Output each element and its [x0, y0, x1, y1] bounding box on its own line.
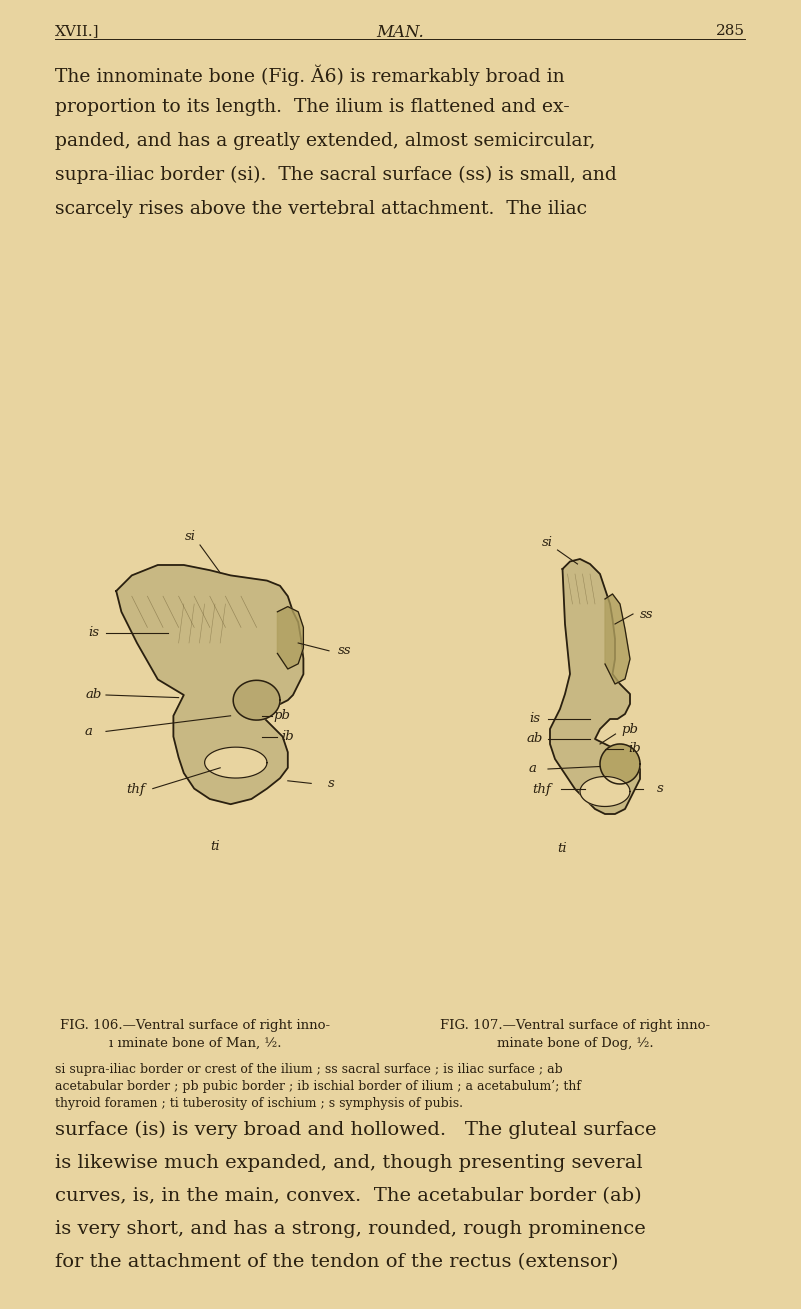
Text: ı ıminate bone of Man, ½.: ı ıminate bone of Man, ½. [109, 1037, 281, 1050]
Polygon shape [277, 606, 304, 669]
Text: acetabular border ; pb pubic border ; ib ischial border of ilium ; a acetabulum’: acetabular border ; pb pubic border ; ib… [55, 1080, 581, 1093]
Text: is likewise much expanded, and, though presenting several: is likewise much expanded, and, though p… [55, 1155, 642, 1172]
Text: ti: ti [557, 842, 567, 855]
Text: curves, is, in the main, convex.  The acetabular border (ab): curves, is, in the main, convex. The ace… [55, 1187, 642, 1206]
Text: a: a [528, 763, 536, 775]
Text: pb: pb [274, 709, 291, 723]
Text: scarcely rises above the vertebral attachment.  The iliac: scarcely rises above the vertebral attac… [55, 200, 587, 219]
Polygon shape [550, 559, 640, 814]
Text: ss: ss [640, 607, 654, 620]
Polygon shape [204, 747, 267, 778]
Text: for the attachment of the tendon of the rectus (extensor): for the attachment of the tendon of the … [55, 1253, 618, 1271]
Text: The innominate bone (Fig. Ă6) is remarkably broad in: The innominate bone (Fig. Ă6) is remarka… [55, 64, 565, 85]
Text: pb: pb [622, 723, 638, 736]
Text: ib: ib [629, 742, 642, 755]
Text: XVII.]: XVII.] [55, 24, 99, 38]
Polygon shape [600, 744, 640, 784]
Text: si: si [184, 530, 195, 543]
Text: s: s [328, 778, 334, 789]
Text: ss: ss [338, 644, 351, 657]
Text: thyroid foramen ; ti tuberosity of ischium ; s symphysis of pubis.: thyroid foramen ; ti tuberosity of ischi… [55, 1097, 463, 1110]
Text: MAN.: MAN. [376, 24, 424, 41]
Polygon shape [116, 565, 304, 804]
Text: thf: thf [126, 783, 145, 796]
Text: is very short, and has a strong, rounded, rough prominence: is very short, and has a strong, rounded… [55, 1220, 646, 1238]
Text: a: a [85, 725, 93, 738]
Text: si supra-iliac border or crest of the ilium ; ss sacral surface ; is iliac surfa: si supra-iliac border or crest of the il… [55, 1063, 563, 1076]
Text: thf: thf [533, 783, 551, 796]
Text: is: is [529, 712, 541, 725]
Text: panded, and has a greatly extended, almost semicircular,: panded, and has a greatly extended, almo… [55, 132, 595, 151]
Text: ti: ti [210, 839, 219, 852]
Text: s: s [657, 783, 663, 796]
Text: ab: ab [527, 733, 543, 746]
Text: si: si [542, 535, 553, 548]
Text: supra-iliac border (si).  The sacral surface (ss) is small, and: supra-iliac border (si). The sacral surf… [55, 166, 617, 185]
Text: surface (is) is very broad and hollowed.   The gluteal surface: surface (is) is very broad and hollowed.… [55, 1121, 657, 1139]
Text: is: is [88, 626, 99, 639]
Polygon shape [605, 594, 630, 685]
Text: proportion to its length.  The ilium is flattened and ex-: proportion to its length. The ilium is f… [55, 98, 570, 117]
Text: 285: 285 [716, 24, 745, 38]
Text: FIG. 106.—Ventral surface of right inno-: FIG. 106.—Ventral surface of right inno- [60, 1018, 330, 1031]
Text: ab: ab [86, 689, 102, 702]
Text: FIG. 107.—Ventral surface of right inno-: FIG. 107.—Ventral surface of right inno- [440, 1018, 710, 1031]
Text: ib: ib [281, 730, 294, 744]
Text: minate bone of Dog, ½.: minate bone of Dog, ½. [497, 1037, 654, 1050]
Polygon shape [580, 776, 630, 806]
Polygon shape [233, 681, 280, 720]
